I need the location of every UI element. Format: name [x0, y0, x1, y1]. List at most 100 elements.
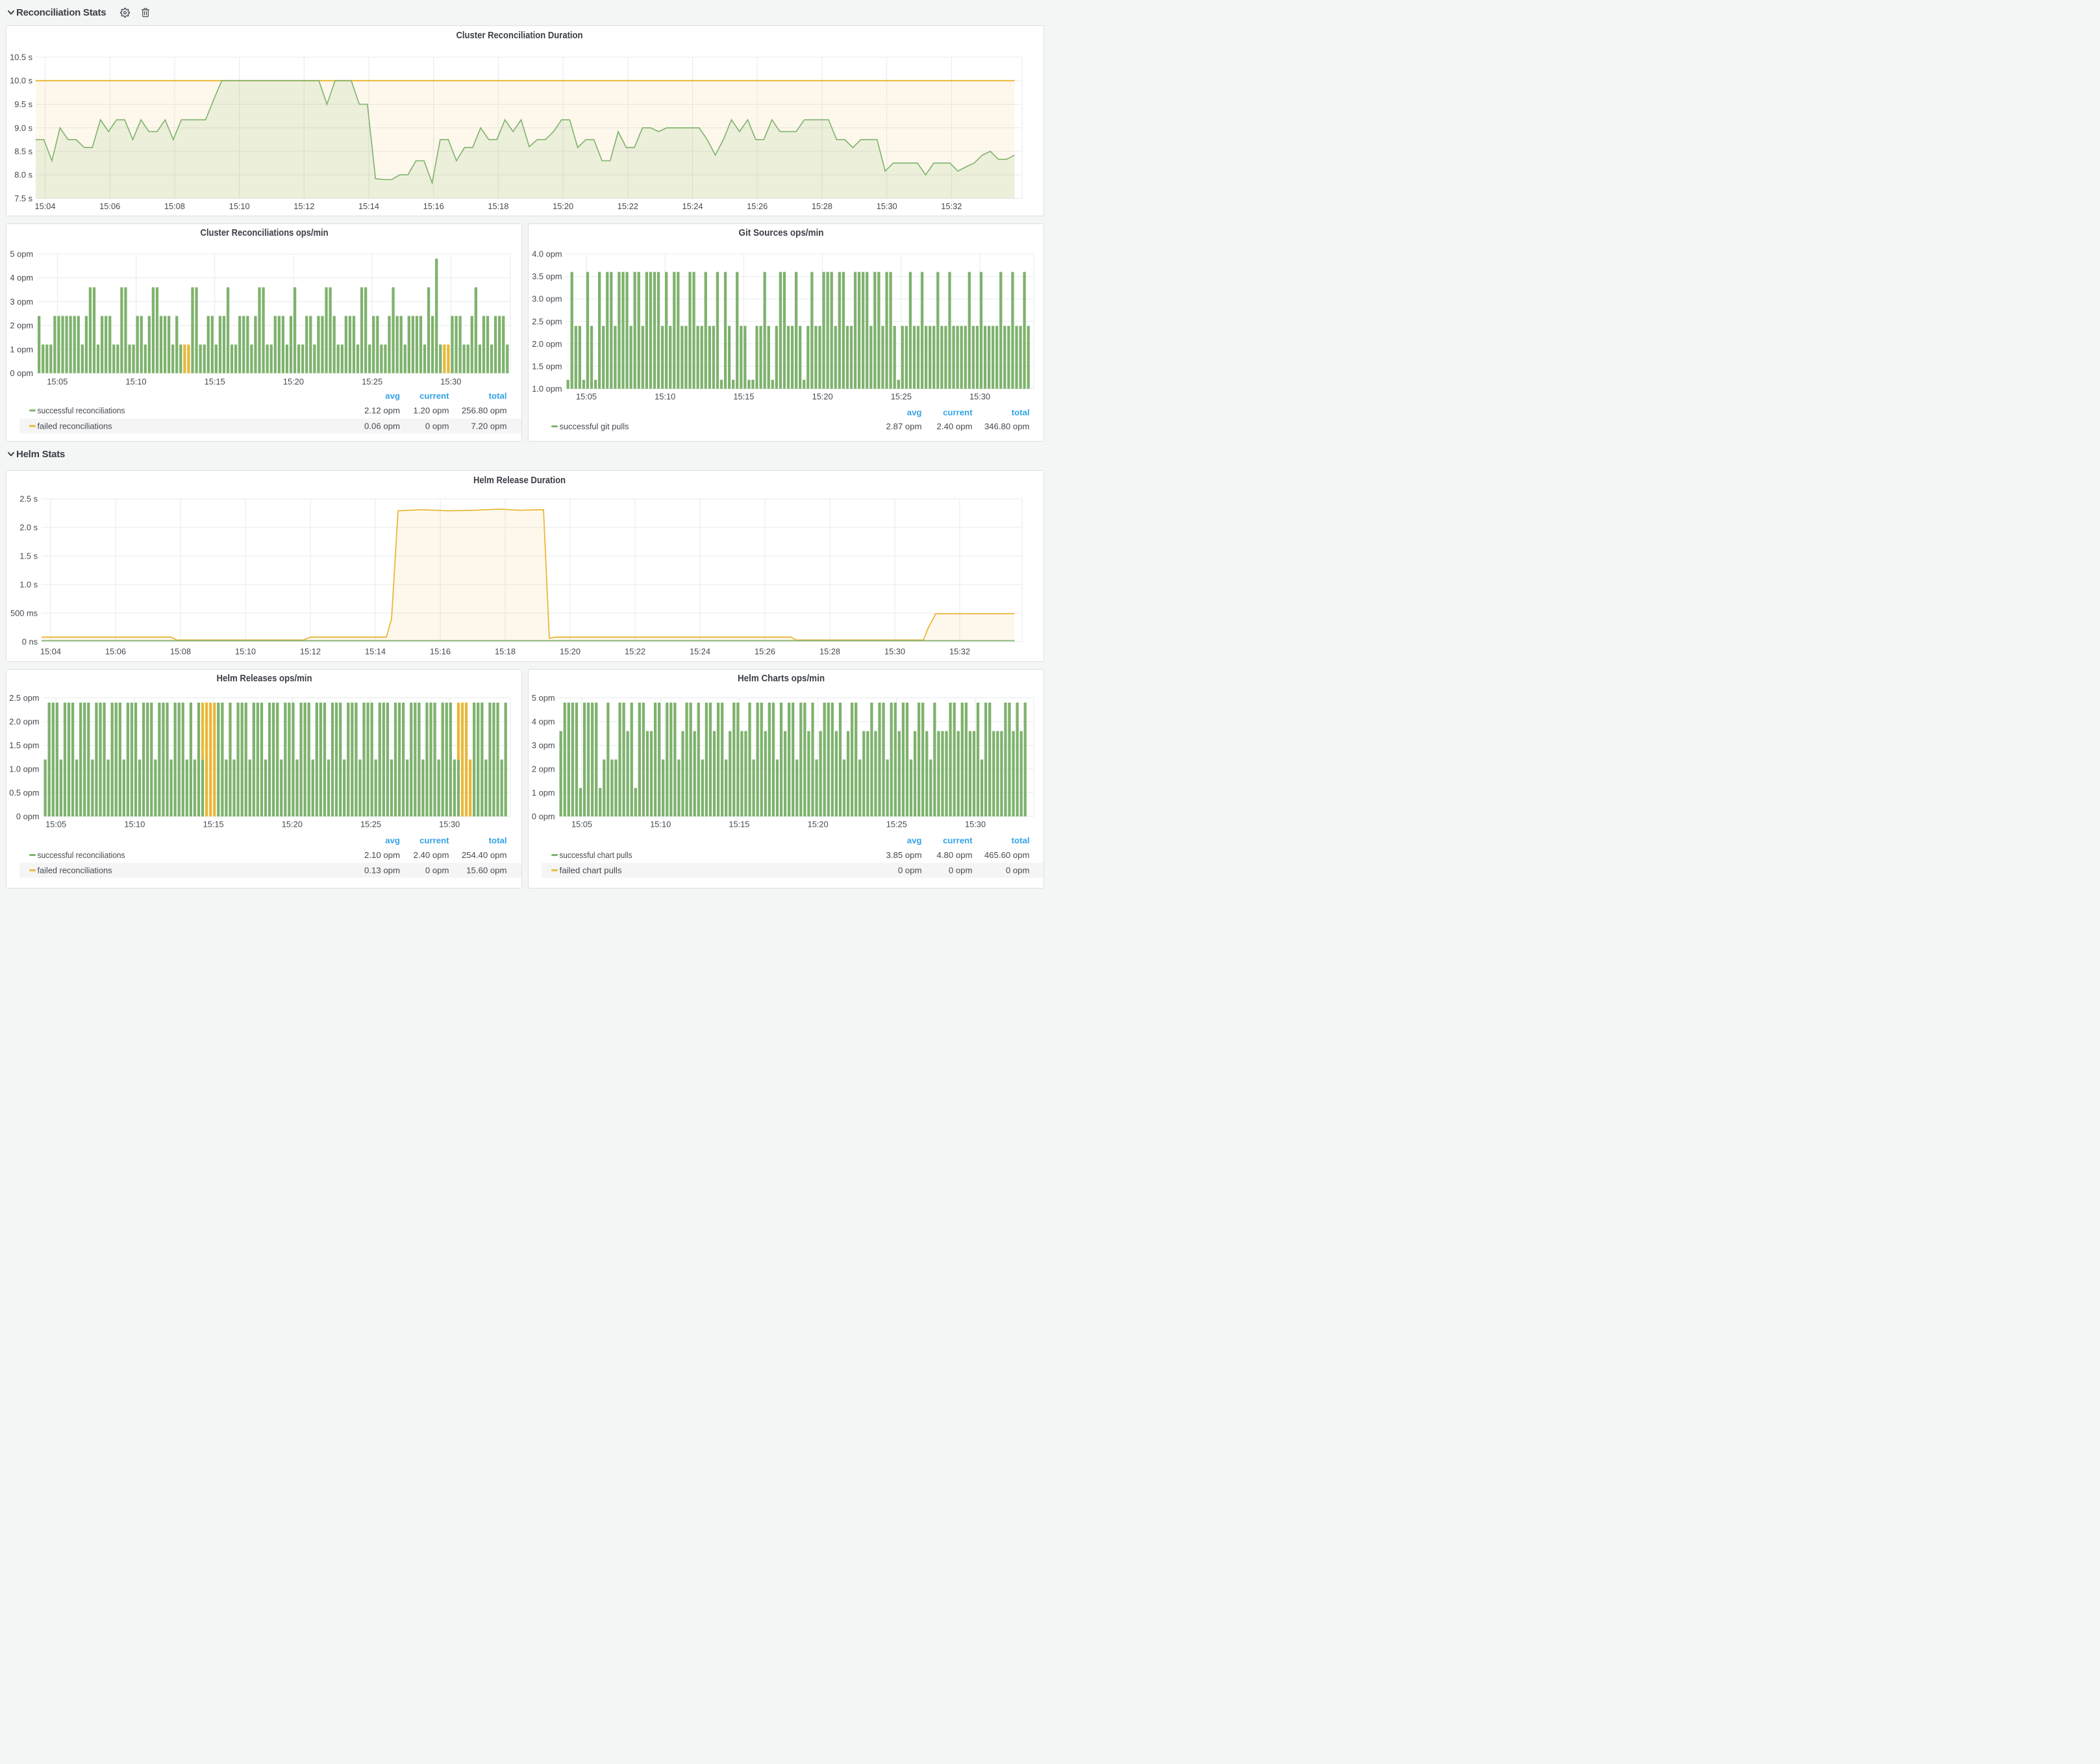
svg-text:total: total: [489, 835, 507, 845]
svg-text:15:15: 15:15: [203, 819, 224, 829]
svg-text:15:20: 15:20: [807, 819, 828, 829]
svg-text:4 opm: 4 opm: [10, 273, 33, 283]
svg-text:15:24: 15:24: [682, 201, 703, 211]
svg-text:15:24: 15:24: [690, 647, 710, 657]
svg-text:0.06 opm: 0.06 opm: [364, 421, 400, 431]
svg-text:15:30: 15:30: [439, 819, 460, 829]
svg-text:15:05: 15:05: [45, 819, 66, 829]
svg-text:3.5 opm: 3.5 opm: [532, 271, 562, 281]
svg-text:8.5 s: 8.5 s: [14, 147, 32, 157]
svg-text:current: current: [419, 835, 449, 845]
svg-text:1.20 opm: 1.20 opm: [414, 405, 449, 415]
svg-text:15.60 opm: 15.60 opm: [466, 865, 506, 875]
svg-text:0 opm: 0 opm: [425, 865, 449, 875]
svg-text:15:32: 15:32: [949, 647, 970, 657]
svg-text:256.80 opm: 256.80 opm: [462, 405, 507, 415]
svg-text:15:04: 15:04: [40, 647, 61, 657]
svg-text:0.13 opm: 0.13 opm: [364, 865, 400, 875]
svg-text:15:10: 15:10: [124, 819, 145, 829]
svg-text:1 opm: 1 opm: [10, 344, 33, 354]
svg-text:15:12: 15:12: [300, 647, 321, 657]
svg-text:15:16: 15:16: [423, 201, 444, 211]
svg-text:15:04: 15:04: [34, 201, 55, 211]
svg-text:2 opm: 2 opm: [10, 320, 33, 330]
svg-text:15:12: 15:12: [294, 201, 314, 211]
svg-text:15:14: 15:14: [358, 201, 379, 211]
svg-text:10.5 s: 10.5 s: [10, 53, 32, 62]
svg-text:total: total: [1011, 407, 1029, 417]
svg-text:1.5 s: 1.5 s: [19, 551, 38, 561]
svg-text:Helm Releases ops/min: Helm Releases ops/min: [217, 674, 312, 684]
svg-text:15:28: 15:28: [819, 647, 840, 657]
svg-text:4.80 opm: 4.80 opm: [936, 850, 972, 860]
svg-text:2.5 s: 2.5 s: [19, 494, 38, 504]
svg-text:2 opm: 2 opm: [531, 764, 555, 774]
svg-text:15:10: 15:10: [235, 647, 256, 657]
svg-text:15:18: 15:18: [488, 201, 508, 211]
svg-text:3 opm: 3 opm: [531, 740, 555, 750]
svg-text:2.5 opm: 2.5 opm: [9, 693, 39, 703]
svg-text:9.0 s: 9.0 s: [14, 123, 32, 132]
svg-text:500 ms: 500 ms: [10, 609, 38, 618]
svg-text:2.40 opm: 2.40 opm: [414, 850, 449, 860]
svg-text:2.10 opm: 2.10 opm: [364, 850, 400, 860]
svg-text:Helm Release Duration: Helm Release Duration: [473, 475, 566, 486]
svg-text:15:10: 15:10: [125, 377, 146, 386]
svg-text:avg: avg: [906, 407, 921, 417]
svg-text:avg: avg: [385, 391, 400, 401]
svg-text:4.0 opm: 4.0 opm: [532, 249, 562, 258]
svg-text:9.5 s: 9.5 s: [14, 99, 32, 109]
svg-text:1.5 opm: 1.5 opm: [9, 740, 39, 750]
svg-text:15:25: 15:25: [890, 392, 911, 401]
svg-text:15:06: 15:06: [99, 201, 120, 211]
svg-text:15:22: 15:22: [625, 647, 645, 657]
svg-text:254.40 opm: 254.40 opm: [462, 850, 507, 860]
svg-text:15:20: 15:20: [282, 819, 303, 829]
svg-text:1.5 opm: 1.5 opm: [532, 361, 562, 371]
svg-text:5 opm: 5 opm: [10, 249, 33, 258]
svg-text:7.20 opm: 7.20 opm: [471, 421, 507, 431]
svg-text:Cluster Reconciliation Duratio: Cluster Reconciliation Duration: [456, 31, 583, 41]
svg-text:15:25: 15:25: [362, 377, 382, 386]
svg-text:2.12 opm: 2.12 opm: [364, 405, 400, 415]
svg-text:15:32: 15:32: [941, 201, 962, 211]
svg-text:current: current: [943, 407, 973, 417]
svg-text:15:30: 15:30: [440, 377, 461, 386]
svg-text:current: current: [419, 391, 449, 401]
svg-text:15:08: 15:08: [164, 201, 185, 211]
svg-text:2.5 opm: 2.5 opm: [532, 316, 562, 326]
svg-text:15:26: 15:26: [747, 201, 768, 211]
svg-text:successful reconciliations: successful reconciliations: [38, 405, 125, 415]
svg-text:Git Sources ops/min: Git Sources ops/min: [738, 228, 823, 238]
svg-text:3 opm: 3 opm: [10, 296, 33, 306]
svg-text:failed reconciliations: failed reconciliations: [38, 865, 112, 875]
svg-text:15:25: 15:25: [360, 819, 381, 829]
svg-text:15:22: 15:22: [618, 201, 638, 211]
svg-text:failed reconciliations: failed reconciliations: [38, 421, 112, 431]
svg-text:3.85 opm: 3.85 opm: [886, 850, 921, 860]
svg-text:total: total: [489, 391, 507, 401]
svg-text:4 opm: 4 opm: [531, 716, 555, 726]
svg-text:15:15: 15:15: [729, 819, 749, 829]
svg-text:465.60 opm: 465.60 opm: [984, 850, 1029, 860]
svg-text:15:20: 15:20: [283, 377, 304, 386]
svg-text:5 opm: 5 opm: [531, 693, 555, 703]
svg-text:346.80 opm: 346.80 opm: [984, 422, 1029, 431]
svg-text:15:08: 15:08: [170, 647, 191, 657]
svg-text:15:18: 15:18: [495, 647, 516, 657]
svg-text:15:20: 15:20: [553, 201, 573, 211]
svg-text:1 opm: 1 opm: [531, 788, 555, 798]
svg-text:15:14: 15:14: [365, 647, 386, 657]
svg-text:15:16: 15:16: [430, 647, 451, 657]
svg-text:0 opm: 0 opm: [897, 865, 921, 875]
svg-text:15:05: 15:05: [47, 377, 68, 386]
svg-text:15:20: 15:20: [560, 647, 581, 657]
svg-text:15:10: 15:10: [229, 201, 250, 211]
svg-text:10.0 s: 10.0 s: [10, 76, 32, 86]
svg-text:Cluster Reconciliations ops/mi: Cluster Reconciliations ops/min: [201, 228, 329, 238]
svg-text:15:28: 15:28: [812, 201, 832, 211]
svg-text:1.0 s: 1.0 s: [19, 580, 38, 590]
svg-text:15:30: 15:30: [969, 392, 990, 401]
svg-text:15:20: 15:20: [812, 392, 832, 401]
svg-text:successful chart pulls: successful chart pulls: [559, 850, 632, 860]
